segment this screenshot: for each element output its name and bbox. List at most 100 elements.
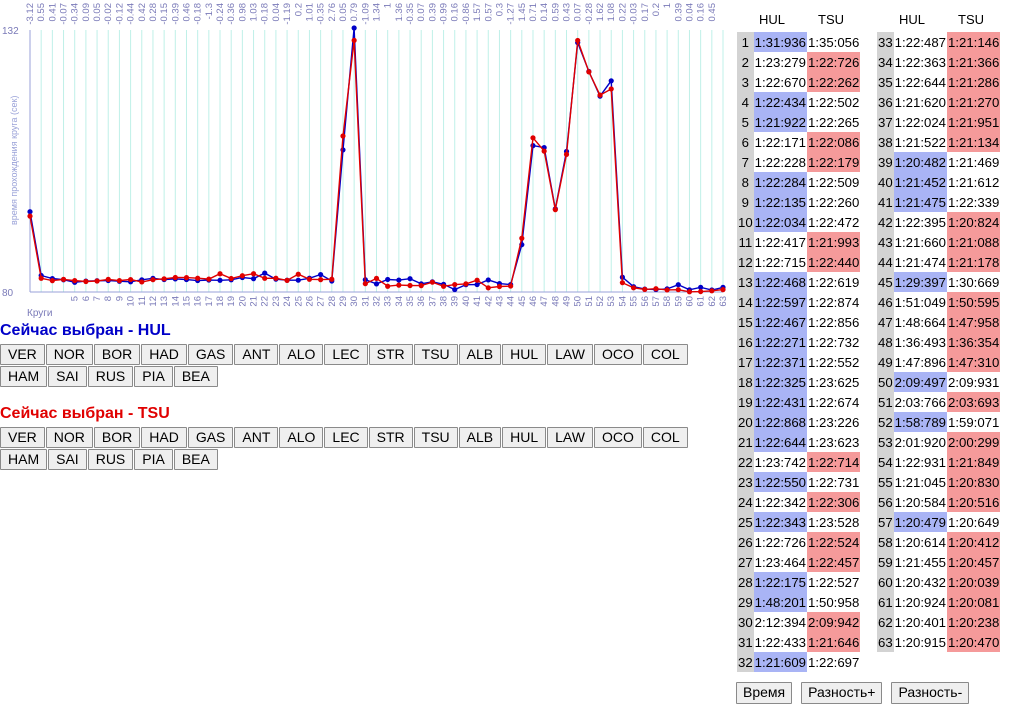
table-row: 62 1:20:401 1:20:238 xyxy=(877,612,1001,632)
data-point xyxy=(385,276,391,283)
red-driver-button-str[interactable]: STR xyxy=(368,427,413,448)
data-point xyxy=(608,78,614,84)
red-driver-button-bea[interactable]: BEA xyxy=(173,449,218,470)
red-driver-button-had[interactable]: HAD xyxy=(141,427,187,448)
blue-driver-button-col[interactable]: COL xyxy=(642,344,688,365)
hul-time: 1:22:363 xyxy=(894,54,947,70)
blue-driver-button-alb[interactable]: ALB xyxy=(458,344,502,365)
y-tick-label: 132 xyxy=(2,26,19,37)
diff-label: 0.98 xyxy=(237,3,248,22)
time-button[interactable]: Время xyxy=(736,682,793,704)
table-row: 36 1:21:620 1:21:270 xyxy=(877,92,1001,112)
blue-driver-button-lec[interactable]: LEC xyxy=(324,344,368,365)
red-driver-button-ham[interactable]: HAM xyxy=(0,449,48,470)
x-tick-label: 21 xyxy=(249,296,260,307)
red-driver-button-hul[interactable]: HUL xyxy=(502,427,547,448)
table-row: 53 2:01:920 2:00:299 xyxy=(877,432,1001,452)
red-driver-button-nor[interactable]: NOR xyxy=(45,427,93,448)
tsu-time: 1:22:527 xyxy=(808,574,860,590)
table-row: 29 1:48:201 1:50:958 xyxy=(737,592,860,612)
tsu-time: 1:22:086 xyxy=(807,132,861,152)
blue-driver-button-sai[interactable]: SAI xyxy=(48,366,87,387)
blue-driver-button-ver[interactable]: VER xyxy=(0,344,45,365)
blue-driver-button-rus[interactable]: RUS xyxy=(87,366,134,387)
lap-number: 17 xyxy=(737,352,754,372)
x-tick-label: 35 xyxy=(405,296,416,307)
hul-time: 1:22:726 xyxy=(754,534,807,550)
tsu-time: 1:22:440 xyxy=(807,252,861,272)
x-tick-label: 52 xyxy=(595,296,606,307)
red-driver-button-sai[interactable]: SAI xyxy=(48,449,87,470)
hul-time: 1:20:915 xyxy=(894,634,947,650)
blue-driver-button-nor[interactable]: NOR xyxy=(45,344,93,365)
data-point xyxy=(116,278,123,284)
x-tick-label: 44 xyxy=(506,296,517,307)
red-driver-button-law[interactable]: LAW xyxy=(547,427,593,448)
data-point xyxy=(139,279,145,285)
blue-driver-button-law[interactable]: LAW xyxy=(547,344,593,365)
lap-time-chart: 132 80 время прохождения круга (сек) Круги 5… xyxy=(0,0,735,322)
blue-driver-button-ham[interactable]: HAM xyxy=(0,366,48,387)
diff-label: 0.55 xyxy=(36,3,47,22)
data-point xyxy=(385,283,391,289)
blue-driver-button-alo[interactable]: ALO xyxy=(279,344,324,365)
red-driver-button-rus[interactable]: RUS xyxy=(87,449,134,470)
tsu-time: 1:21:146 xyxy=(947,32,1001,52)
blue-driver-button-bea[interactable]: BEA xyxy=(173,366,218,387)
data-point xyxy=(552,207,558,213)
lap-number: 50 xyxy=(877,372,894,392)
blue-driver-button-str[interactable]: STR xyxy=(368,344,413,365)
tsu-time: 1:21:088 xyxy=(947,232,1001,252)
red-driver-button-gas[interactable]: GAS xyxy=(187,427,234,448)
diff-plus-button[interactable]: Разность+ xyxy=(801,682,883,704)
diff-minus-button[interactable]: Разность- xyxy=(891,682,970,704)
tsu-time: 1:22:726 xyxy=(807,52,861,72)
hul-time: 1:58:789 xyxy=(893,412,948,432)
x-tick-label: 56 xyxy=(640,296,651,307)
data-point xyxy=(675,282,681,288)
x-tick-label: 60 xyxy=(684,296,695,307)
blue-driver-button-tsu[interactable]: TSU xyxy=(413,344,458,365)
hul-time: 1:31:936 xyxy=(753,32,808,52)
lap-number: 1 xyxy=(737,32,754,52)
table-row: 20 1:22:868 1:23:226 xyxy=(737,412,860,432)
table-row: 32 1:21:609 1:22:697 xyxy=(737,652,860,672)
blue-driver-button-hul[interactable]: HUL xyxy=(502,344,547,365)
x-tick-label: 6 xyxy=(81,296,92,301)
lap-number: 43 xyxy=(877,232,894,252)
red-driver-button-ver[interactable]: VER xyxy=(0,427,45,448)
hul-time: 1:22:468 xyxy=(753,272,808,292)
red-driver-button-alo[interactable]: ALO xyxy=(279,427,324,448)
red-driver-button-lec[interactable]: LEC xyxy=(324,427,368,448)
table-row: 8 1:22:284 1:22:509 xyxy=(737,172,860,192)
diff-label: -0.36 xyxy=(226,3,237,25)
red-driver-button-oco[interactable]: OCO xyxy=(593,427,642,448)
red-driver-button-alb[interactable]: ALB xyxy=(458,427,502,448)
blue-driver-button-oco[interactable]: OCO xyxy=(593,344,642,365)
data-point xyxy=(485,277,491,283)
tsu-time: 1:21:134 xyxy=(947,132,1001,152)
hul-time: 1:22:171 xyxy=(754,134,807,150)
red-driver-button-bor[interactable]: BOR xyxy=(93,427,141,448)
data-point xyxy=(38,275,44,281)
data-point xyxy=(686,289,693,295)
diff-label: -0.99 xyxy=(439,3,450,25)
x-tick-label: 40 xyxy=(461,296,472,307)
lap-number: 11 xyxy=(737,232,754,252)
blue-driver-button-ant[interactable]: ANT xyxy=(234,344,279,365)
diff-label: 0.42 xyxy=(137,3,148,22)
diff-label: 1 xyxy=(383,3,394,8)
red-driver-button-ant[interactable]: ANT xyxy=(234,427,279,448)
red-driver-button-col[interactable]: COL xyxy=(642,427,688,448)
lap-number: 56 xyxy=(877,492,894,512)
red-driver-button-tsu[interactable]: TSU xyxy=(413,427,458,448)
blue-driver-button-gas[interactable]: GAS xyxy=(187,344,234,365)
hul-time: 1:22:431 xyxy=(753,392,808,412)
blue-driver-button-bor[interactable]: BOR xyxy=(93,344,141,365)
blue-driver-button-pia[interactable]: PIA xyxy=(134,366,173,387)
red-driver-button-pia[interactable]: PIA xyxy=(134,449,173,470)
hul-time: 1:22:034 xyxy=(753,212,808,232)
blue-driver-button-had[interactable]: HAD xyxy=(141,344,187,365)
data-point xyxy=(407,276,413,282)
tsu-time: 1:21:849 xyxy=(947,452,1001,472)
